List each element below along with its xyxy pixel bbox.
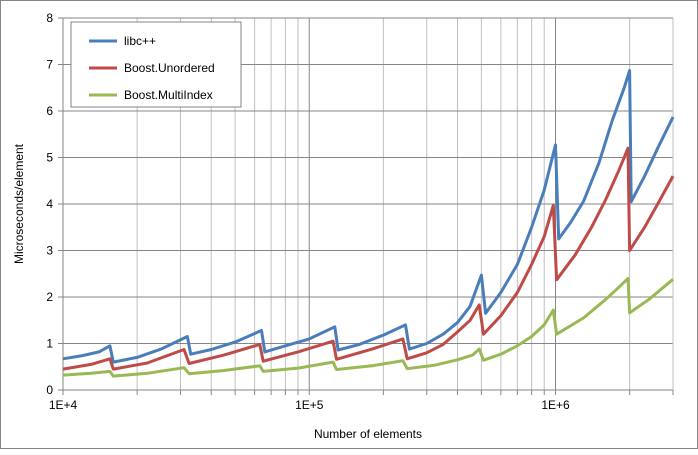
y-tick-label: 2 [46, 290, 53, 304]
axes: 0 1 2 3 4 5 6 7 8 1E+4 1E+5 1E+6 [46, 11, 674, 412]
x-tick-label: 1E+6 [541, 398, 570, 412]
y-tick-label: 7 [46, 58, 53, 72]
legend-box [70, 21, 242, 108]
y-tick-label: 1 [46, 337, 53, 351]
x-tick-label: 1E+5 [295, 398, 324, 412]
y-tick-label: 5 [46, 151, 53, 165]
legend-label: Boost.Unordered [124, 61, 215, 75]
series-line-libc- [62, 69, 675, 364]
y-tick-label: 0 [46, 383, 53, 397]
y-tick-label: 8 [46, 11, 53, 25]
y-tick-label: 4 [46, 197, 53, 211]
x-tick-label: 1E+4 [49, 398, 78, 412]
series-lines [62, 69, 675, 378]
y-tick-label: 3 [46, 244, 53, 258]
y-tick-label: 6 [46, 104, 53, 118]
series-line-boost-multiindex [62, 276, 674, 378]
legend-label: Boost.MultiIndex [124, 88, 213, 102]
legend: libc++ Boost.Unordered Boost.MultiIndex [70, 21, 242, 108]
legend-label: libc++ [124, 34, 156, 48]
x-axis-label: Number of elements [314, 427, 422, 441]
series-line-boost-unordered [62, 146, 675, 371]
y-axis-label: Microseconds/element [12, 143, 26, 264]
